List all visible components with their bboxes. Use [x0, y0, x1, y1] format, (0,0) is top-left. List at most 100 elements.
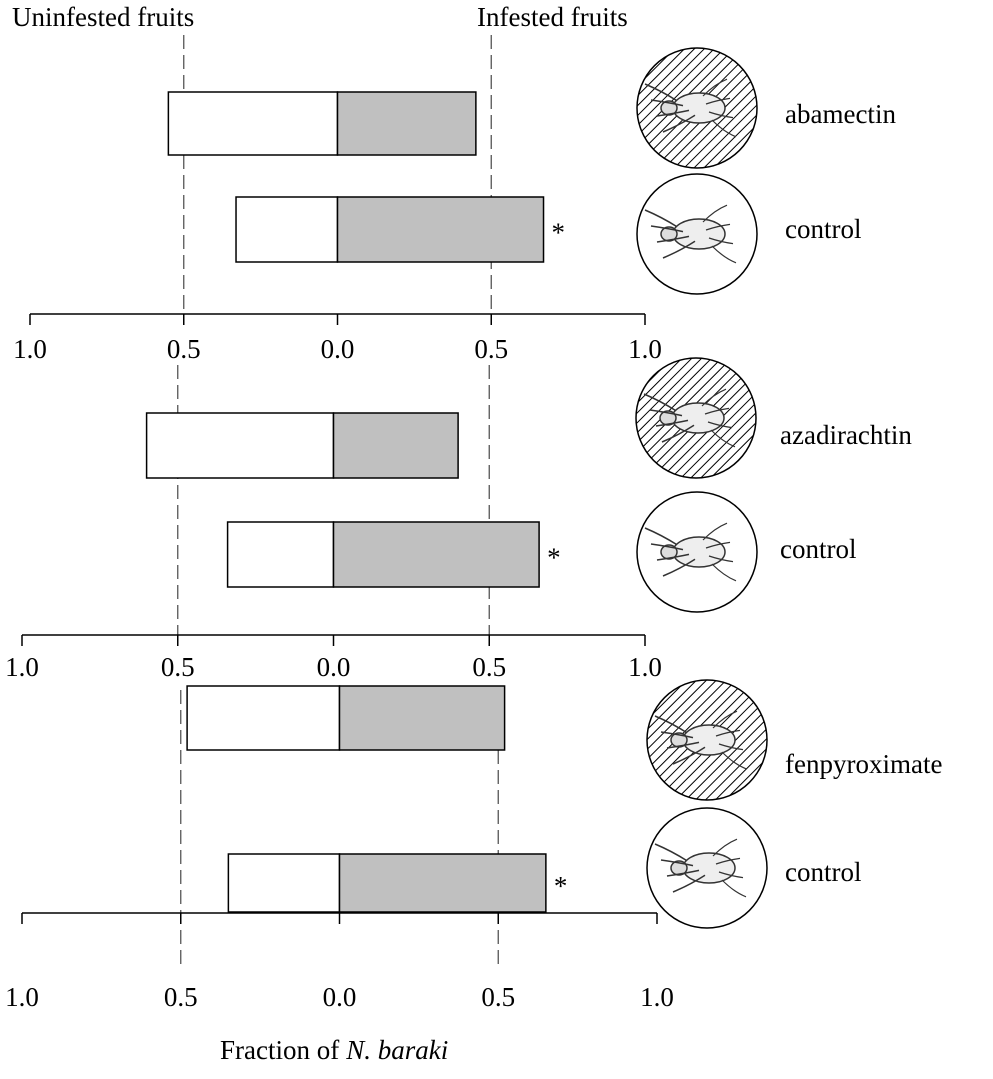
mite-leg — [654, 715, 688, 734]
x-tick-label: 0.0 — [317, 652, 351, 682]
x-tick-label: 0.5 — [472, 652, 506, 682]
significance-marker: * — [547, 543, 561, 573]
category-label: control — [785, 857, 861, 887]
mite-leg — [672, 746, 706, 765]
x-axis-label-species: N. baraki — [345, 1035, 448, 1065]
mite-body — [672, 92, 726, 124]
mite-leg — [662, 558, 696, 577]
mite-leg — [655, 419, 689, 427]
mite-leg — [650, 99, 684, 107]
bar — [332, 412, 459, 479]
category-label: azadirachtin — [780, 420, 912, 450]
mite-leg — [662, 114, 696, 133]
bar — [338, 853, 547, 913]
mite-head — [670, 860, 688, 876]
mite-leg — [712, 838, 738, 857]
x-tick-label: 0.0 — [323, 982, 357, 1012]
mite-leg — [644, 527, 678, 546]
bar — [336, 91, 477, 156]
category-label: control — [780, 534, 856, 564]
mite-leg — [656, 109, 690, 117]
mite-leg — [666, 869, 700, 877]
mite-leg — [711, 245, 737, 264]
mite-leg — [718, 871, 744, 879]
bar — [332, 521, 540, 588]
mite-leg — [712, 710, 738, 729]
x-tick-label: 0.0 — [321, 334, 355, 364]
mite-leg — [708, 555, 734, 563]
mite-leg — [666, 741, 700, 749]
mite-leg — [715, 857, 741, 865]
mite-head — [659, 410, 677, 426]
mite-drawing — [644, 522, 737, 582]
x-axis-label-text: Fraction of — [220, 1035, 339, 1065]
x-tick-label: 1.0 — [628, 334, 662, 364]
x-tick-label: 0.5 — [474, 334, 508, 364]
bar — [167, 91, 339, 156]
x-tick-label: 1.0 — [5, 982, 39, 1012]
mite-leg — [656, 553, 690, 561]
mite-leg — [708, 237, 734, 245]
mite-leg — [711, 563, 737, 582]
x-tick-label: 0.5 — [164, 982, 198, 1012]
mite-leg — [707, 421, 733, 429]
mite-leg — [704, 407, 730, 415]
mite-head — [660, 544, 678, 560]
mite-leg — [644, 83, 678, 102]
mite-drawing — [643, 388, 736, 448]
mite-leg — [660, 731, 694, 739]
mite-drawing — [654, 710, 747, 770]
bar — [226, 521, 335, 588]
mite-leg — [656, 235, 690, 243]
mite-leg — [702, 204, 728, 223]
mite-leg — [705, 541, 731, 549]
mite-body — [671, 402, 725, 434]
mite-leg — [705, 223, 731, 231]
bar — [186, 685, 341, 751]
significance-marker: * — [554, 871, 568, 901]
mite-leg — [650, 225, 684, 233]
mite-leg — [649, 409, 683, 417]
right-header: Infested fruits — [477, 2, 628, 32]
bar — [338, 685, 506, 751]
mite-leg — [701, 388, 727, 407]
x-tick-label: 1.0 — [640, 982, 674, 1012]
x-axis-label: Fraction of N. baraki — [220, 1035, 448, 1065]
mite-head — [660, 100, 678, 116]
mite-drawing — [644, 78, 737, 138]
mite-leg — [661, 424, 695, 443]
bar — [235, 196, 339, 263]
mite-leg — [715, 729, 741, 737]
mite-body — [682, 724, 736, 756]
bar — [336, 196, 545, 263]
category-label: fenpyroximate — [785, 749, 942, 779]
mite-body — [672, 218, 726, 250]
mite-leg — [660, 859, 694, 867]
mite-leg — [705, 97, 731, 105]
mite-drawing — [654, 838, 747, 898]
bar — [145, 412, 335, 479]
mite-leg — [643, 393, 677, 412]
mite-leg — [721, 751, 747, 770]
category-label: control — [785, 214, 861, 244]
x-tick-label: 1.0 — [628, 652, 662, 682]
mite-leg — [672, 874, 706, 893]
mite-body — [682, 852, 736, 884]
mite-leg — [702, 522, 728, 541]
mite-leg — [662, 240, 696, 259]
x-tick-label: 0.5 — [161, 652, 195, 682]
mite-leg — [702, 78, 728, 97]
mite-leg — [710, 429, 736, 448]
mite-head — [660, 226, 678, 242]
mite-leg — [721, 879, 747, 898]
mite-leg — [650, 543, 684, 551]
mite-leg — [718, 743, 744, 751]
mite-head — [670, 732, 688, 748]
significance-marker: * — [552, 218, 566, 248]
x-tick-label: 1.0 — [5, 652, 39, 682]
category-label: abamectin — [785, 99, 896, 129]
x-tick-label: 0.5 — [481, 982, 515, 1012]
mite-leg — [711, 119, 737, 138]
bar — [227, 853, 341, 913]
